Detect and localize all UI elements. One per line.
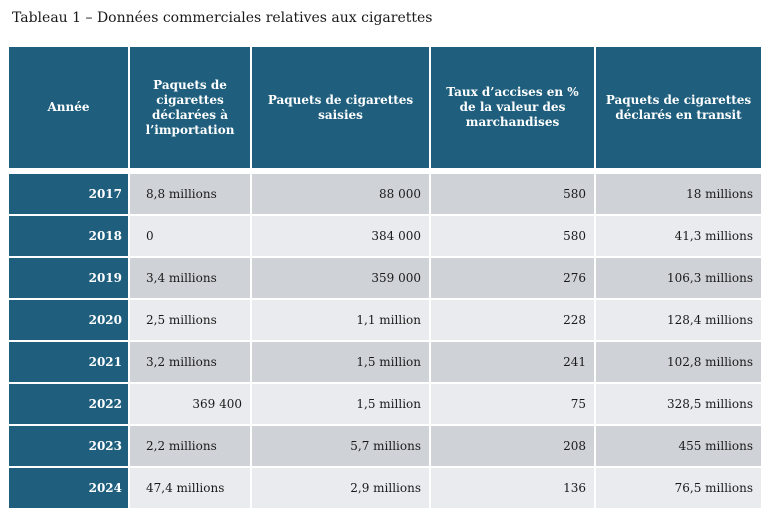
cell-seized: 359 000 [252, 258, 431, 300]
cell-seized: 384 000 [252, 216, 431, 258]
cell-seized: 5,7 millions [252, 426, 431, 468]
cell-transit: 128,4 millions [596, 300, 761, 342]
cell-seized: 1,1 million [252, 300, 431, 342]
cell-imports: 369 400 [130, 384, 252, 426]
cell-imports: 3,2 millions [130, 342, 252, 384]
cell-rate: 208 [431, 426, 596, 468]
cell-rate: 136 [431, 468, 596, 510]
cell-imports: 2,5 millions [130, 300, 252, 342]
table-row: 2019 3,4 millions 359 000 276 106,3 mill… [9, 258, 761, 300]
cell-year: 2024 [9, 468, 130, 510]
cell-transit: 18 millions [596, 174, 761, 216]
table-row: 2024 47,4 millions 2,9 millions 136 76,5… [9, 468, 761, 510]
cell-transit: 41,3 millions [596, 216, 761, 258]
cell-year: 2018 [9, 216, 130, 258]
header-seized: Paquets de cigarettes saisies [252, 47, 431, 168]
cell-year: 2019 [9, 258, 130, 300]
cell-year: 2023 [9, 426, 130, 468]
cell-year: 2020 [9, 300, 130, 342]
header-year: Année [9, 47, 130, 168]
table-row: 2022 369 400 1,5 million 75 328,5 millio… [9, 384, 761, 426]
header-excise-rate: Taux d’accises en % de la valeur des mar… [431, 47, 596, 168]
cell-imports: 0 [130, 216, 252, 258]
table-row: 2017 8,8 millions 88 000 580 18 millions [9, 174, 761, 216]
cell-seized: 2,9 millions [252, 468, 431, 510]
header-gap [9, 168, 761, 174]
table-row: 2023 2,2 millions 5,7 millions 208 455 m… [9, 426, 761, 468]
cell-imports: 2,2 millions [130, 426, 252, 468]
cell-year: 2017 [9, 174, 130, 216]
cell-rate: 580 [431, 216, 596, 258]
header-imports: Paquets de cigarettes déclarées à l’impo… [130, 47, 252, 168]
cell-rate: 75 [431, 384, 596, 426]
cell-rate: 580 [431, 174, 596, 216]
header-transit: Paquets de cigarettes déclarés en transi… [596, 47, 761, 168]
cell-seized: 1,5 million [252, 384, 431, 426]
cell-seized: 1,5 million [252, 342, 431, 384]
table-row: 2021 3,2 millions 1,5 million 241 102,8 … [9, 342, 761, 384]
cell-imports: 47,4 millions [130, 468, 252, 510]
cell-imports: 3,4 millions [130, 258, 252, 300]
cell-transit: 328,5 millions [596, 384, 761, 426]
table-caption: Tableau 1 – Données commerciales relativ… [12, 10, 433, 26]
trade-data-table: Année Paquets de cigarettes déclarées à … [9, 47, 761, 510]
cell-transit: 106,3 millions [596, 258, 761, 300]
table-row: 2020 2,5 millions 1,1 million 228 128,4 … [9, 300, 761, 342]
header-row: Année Paquets de cigarettes déclarées à … [9, 47, 761, 168]
cell-transit: 455 millions [596, 426, 761, 468]
table-row: 2018 0 384 000 580 41,3 millions [9, 216, 761, 258]
cell-rate: 276 [431, 258, 596, 300]
cell-rate: 228 [431, 300, 596, 342]
cell-imports: 8,8 millions [130, 174, 252, 216]
cell-transit: 102,8 millions [596, 342, 761, 384]
cell-year: 2021 [9, 342, 130, 384]
cell-transit: 76,5 millions [596, 468, 761, 510]
cell-year: 2022 [9, 384, 130, 426]
cell-rate: 241 [431, 342, 596, 384]
cell-seized: 88 000 [252, 174, 431, 216]
